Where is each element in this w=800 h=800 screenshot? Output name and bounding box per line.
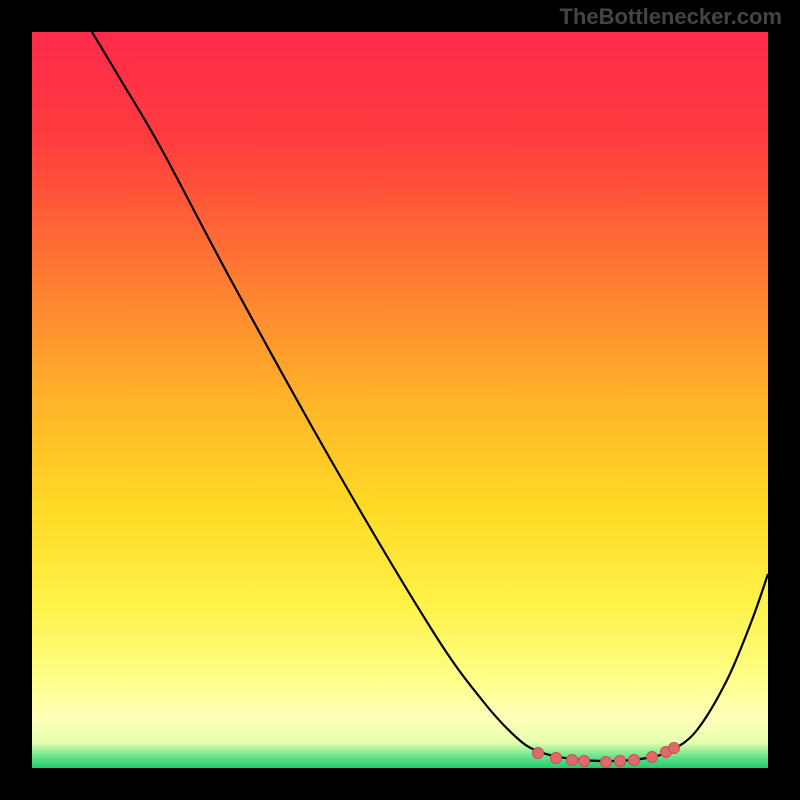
marker-point (647, 752, 658, 763)
marker-point (551, 753, 562, 764)
chart-plot-area (32, 32, 768, 768)
marker-point (601, 757, 612, 768)
marker-point (533, 748, 544, 759)
marker-point (615, 756, 626, 767)
watermark-text: TheBottlenecker.com (559, 4, 782, 30)
marker-point (567, 755, 578, 766)
marker-point (669, 743, 680, 754)
chart-background (32, 32, 768, 768)
marker-point (579, 756, 590, 767)
marker-point (629, 755, 640, 766)
chart-svg (32, 32, 768, 768)
